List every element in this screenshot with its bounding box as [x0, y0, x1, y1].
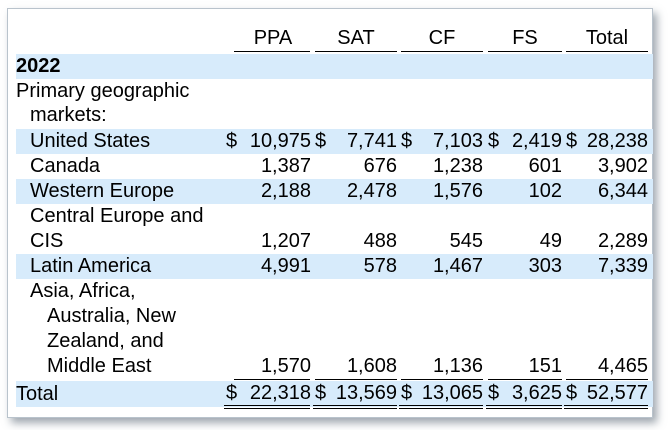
- total-label: Total: [16, 383, 59, 405]
- column-header-ppa: PPA: [253, 27, 293, 49]
- total-double-rule-total: [564, 405, 648, 409]
- cell-cf: 1,467: [432, 255, 483, 277]
- total-row: Total $ 22,318 $ 13,569 $ 13,065 $ 3,625…: [16, 381, 653, 407]
- total-double-rule-ppa: [224, 405, 310, 409]
- cell-cf: 13,065: [421, 382, 483, 404]
- dollar-sign: $: [226, 382, 238, 404]
- row-label-line2: CIS: [30, 230, 64, 252]
- cell-ppa: 1,207: [260, 230, 311, 252]
- dollar-sign: $: [488, 382, 500, 404]
- dollar-sign: $: [401, 382, 413, 404]
- cell-ppa: 22,318: [249, 382, 311, 404]
- total-double-rule-cf: [399, 405, 483, 409]
- subtotal-rule-sat: [315, 379, 397, 380]
- cell-cf: 1,576: [432, 180, 483, 202]
- cell-total: 52,577: [586, 382, 648, 404]
- cell-sat: 488: [363, 230, 397, 252]
- cell-total: 3,902: [597, 155, 648, 177]
- cell-total: 6,344: [597, 180, 648, 202]
- header-underline-cf: [401, 51, 483, 52]
- year-row: 2022: [16, 54, 653, 79]
- cell-total: 7,339: [597, 255, 648, 277]
- cell-fs: 3,625: [511, 382, 562, 404]
- column-header-sat: SAT: [337, 27, 375, 49]
- cell-cf: 1,238: [432, 155, 483, 177]
- cell-sat: 2,478: [346, 180, 397, 202]
- subtotal-rule-fs: [488, 379, 562, 380]
- row-label-line2: Australia, New: [47, 305, 176, 327]
- column-header-total: Total: [585, 27, 629, 49]
- cell-sat: 13,569: [335, 382, 397, 404]
- header-underline-ppa: [234, 51, 310, 52]
- cell-ppa: 1,570: [260, 355, 311, 377]
- table-row: United States $ 10,975 $ 7,741 $ 7,103 $…: [16, 129, 653, 154]
- header-underline-sat: [315, 51, 397, 52]
- section-label-row: Primary geographic markets:: [16, 79, 653, 129]
- total-double-rule-fs: [486, 405, 562, 409]
- cell-sat: 676: [363, 155, 397, 177]
- cell-ppa: 4,991: [260, 255, 311, 277]
- table-row: Latin America 4,991 578 1,467 303 7,339: [16, 254, 653, 279]
- cell-fs: 601: [528, 155, 562, 177]
- table-row: Asia, Africa, Australia, New Zealand, an…: [16, 279, 653, 379]
- cell-sat: 1,608: [346, 355, 397, 377]
- cell-fs: 49: [539, 230, 562, 252]
- header-row: PPA SAT CF FS Total: [16, 26, 653, 52]
- header-underline-total: [566, 51, 648, 52]
- year-label: 2022: [16, 55, 61, 77]
- table-row: Canada 1,387 676 1,238 601 3,902: [16, 154, 653, 179]
- cell-total: 28,238: [586, 130, 648, 152]
- total-double-rule-sat: [313, 405, 397, 409]
- header-underline-fs: [488, 51, 562, 52]
- table-row: Central Europe and CIS 1,207 488 545 49 …: [16, 204, 653, 254]
- column-header-cf: CF: [428, 27, 456, 49]
- dollar-sign: $: [315, 382, 327, 404]
- section-label-line2: markets:: [30, 104, 107, 126]
- cell-cf: 545: [449, 230, 483, 252]
- table-frame: PPA SAT CF FS Total 2022 Primary geograp…: [7, 8, 653, 418]
- column-header-fs: FS: [512, 27, 538, 49]
- row-label: Western Europe: [30, 180, 175, 202]
- cell-ppa: 10,975: [249, 130, 311, 152]
- row-label-line1: Central Europe and: [30, 205, 204, 227]
- row-label: Latin America: [30, 255, 152, 277]
- subtotal-rule-ppa: [234, 379, 310, 380]
- cell-total: 4,465: [597, 355, 648, 377]
- dollar-sign: $: [226, 130, 238, 152]
- row-label: Canada: [30, 155, 101, 177]
- cell-fs: 102: [528, 180, 562, 202]
- cell-fs: 303: [528, 255, 562, 277]
- row-label: United States: [30, 130, 151, 152]
- cell-sat: 7,741: [346, 130, 397, 152]
- dollar-sign: $: [566, 130, 578, 152]
- subtotal-rule-total: [566, 379, 648, 380]
- row-label-line4: Middle East: [47, 355, 152, 377]
- cell-cf: 1,136: [432, 355, 483, 377]
- dollar-sign: $: [566, 382, 578, 404]
- dollar-sign: $: [488, 130, 500, 152]
- row-label-line3: Zealand, and: [47, 330, 164, 352]
- dollar-sign: $: [401, 130, 413, 152]
- cell-total: 2,289: [597, 230, 648, 252]
- cell-cf: 7,103: [432, 130, 483, 152]
- subtotal-rule-cf: [401, 379, 483, 380]
- dollar-sign: $: [315, 130, 327, 152]
- table-row: Western Europe 2,188 2,478 1,576 102 6,3…: [16, 179, 653, 204]
- cell-ppa: 1,387: [260, 155, 311, 177]
- cell-sat: 578: [363, 255, 397, 277]
- row-label-line1: Asia, Africa,: [30, 280, 136, 302]
- cell-fs: 151: [528, 355, 562, 377]
- section-label-line1: Primary geographic: [16, 80, 190, 102]
- cell-fs: 2,419: [511, 130, 562, 152]
- cell-ppa: 2,188: [260, 180, 311, 202]
